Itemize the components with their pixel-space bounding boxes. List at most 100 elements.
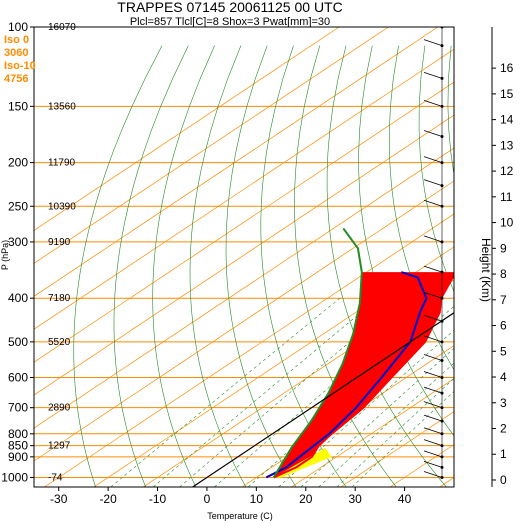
wind-barb	[423, 265, 443, 273]
chart-title: TRAPPES 07145 20061125 00 UTC	[117, 0, 342, 15]
height-tick-label: 13	[500, 138, 514, 152]
y-tick-label: 300	[8, 235, 28, 249]
wind-barb	[423, 291, 443, 299]
height-tick-label: 15	[500, 87, 514, 101]
mixing-ratio-line	[179, 297, 403, 487]
wind-barb-dot	[440, 432, 444, 436]
isotherm-line	[34, 81, 454, 363]
wind-barb-dot	[440, 104, 444, 108]
dry-adiabat-line	[189, 45, 247, 487]
wind-barb	[423, 99, 443, 107]
isotherm-line	[34, 48, 454, 330]
wind-barb-dot	[440, 444, 444, 448]
isotherm-line	[44, 213, 454, 487]
wind-barb	[423, 414, 443, 422]
y-tick-label: 1000	[1, 470, 28, 484]
wind-barb-dot	[440, 44, 444, 48]
dry-adiabat-line	[73, 45, 163, 487]
mixing-ratio-line	[351, 391, 454, 487]
chart-subtitle: Plcl=857 Tlcl[C]=8 Shox=3 Pwat[mm]=30	[130, 16, 330, 28]
isotherm-line	[34, 114, 454, 396]
wind-barb-dot	[440, 319, 444, 323]
iso0-value: 3060	[4, 47, 28, 59]
wind-barb	[423, 39, 443, 47]
dry-adiabat-line	[113, 45, 189, 487]
plot-area	[34, 27, 454, 487]
iso10-label: Iso-10	[4, 60, 36, 72]
isotherm-line	[93, 246, 454, 487]
geopotential-label: 16070	[48, 22, 76, 33]
shaded-region	[273, 272, 454, 478]
geopotential-label: 2890	[48, 403, 71, 414]
wind-barb	[423, 156, 443, 163]
wind-barb	[423, 130, 443, 137]
wind-barb	[423, 354, 443, 361]
wind-barb-dot	[440, 465, 444, 469]
x-tick-label: 40	[398, 492, 412, 506]
temperature-line	[273, 130, 454, 479]
y-tick-label: 100	[8, 20, 28, 34]
dry-adiabat-line	[358, 45, 454, 437]
left-info-box: Iso 0 3060 Iso-10 4756	[4, 34, 36, 85]
isotherm-line	[34, 147, 454, 429]
x-tick-label: 30	[348, 492, 362, 506]
wind-barb-dot	[440, 359, 444, 363]
plot-frame	[33, 26, 455, 488]
wind-barb	[423, 314, 443, 322]
height-tick-label: 9	[500, 241, 507, 255]
y-tick-label: 800	[8, 427, 28, 441]
isotherm-line	[34, 27, 340, 231]
axis-ticks: -30 -20 -10 0 10 20 30 401001502002503004005006…	[1, 20, 513, 506]
wind-barb-dot	[440, 340, 444, 344]
wind-barb	[423, 199, 443, 207]
dry-adiabat-line	[389, 45, 454, 371]
zero-isotherm-line	[192, 312, 454, 487]
dry-adiabat-line	[294, 45, 397, 487]
isotherm-line	[291, 378, 454, 487]
dewpoint-line	[265, 271, 428, 479]
wind-barb	[423, 401, 443, 409]
wind-barb-dot	[440, 134, 444, 138]
y-tick-label: 700	[8, 401, 28, 415]
iso0-label: Iso 0	[4, 34, 29, 46]
y-tick-label: 150	[8, 99, 28, 113]
dry-adiabat-line	[418, 45, 454, 293]
height-tick-label: 5	[500, 344, 507, 358]
y-tick-label: 500	[8, 335, 28, 349]
height-tick-label: 14	[500, 113, 514, 127]
geopotential-label: 10390	[48, 201, 76, 212]
mixing-ratio-line	[336, 378, 454, 487]
wind-barb	[440, 27, 442, 28]
geopotential-label: 11790	[48, 158, 76, 169]
isotherm-line	[34, 27, 389, 264]
height-tick-label: 2	[500, 422, 507, 436]
mixing-ratio-line	[300, 348, 454, 487]
wind-barb-dot	[440, 475, 444, 479]
x-tick-label: -20	[99, 492, 117, 506]
wind-barb-dot	[440, 419, 444, 423]
height-tick-label: 12	[500, 164, 514, 178]
wind-barb-dot	[440, 240, 444, 244]
x-axis-label: Temperature (C)	[207, 511, 273, 521]
wind-barb	[423, 427, 443, 435]
wind-barb	[423, 371, 443, 378]
geopotential-label: 13560	[48, 101, 76, 112]
geopotential-label: -74	[48, 472, 63, 483]
wind-barb	[423, 471, 443, 478]
wind-barb	[423, 386, 443, 394]
wind-barb-dot	[440, 161, 444, 165]
wind-barb	[423, 71, 443, 79]
wind-barb-dot	[440, 296, 444, 300]
height-tick-label: 1	[500, 447, 507, 461]
wind-barb-dot	[440, 204, 444, 208]
wind-barb	[423, 179, 443, 187]
wind-barb-dot	[440, 184, 444, 188]
isotherm-line	[143, 279, 454, 487]
y-tick-label: 250	[8, 199, 28, 213]
wind-barb-dot	[440, 455, 444, 459]
height-tick-label: 4	[500, 370, 507, 384]
wind-barb	[423, 439, 443, 447]
iso10-value: 4756	[4, 73, 28, 85]
wind-barb-dot	[440, 76, 444, 80]
